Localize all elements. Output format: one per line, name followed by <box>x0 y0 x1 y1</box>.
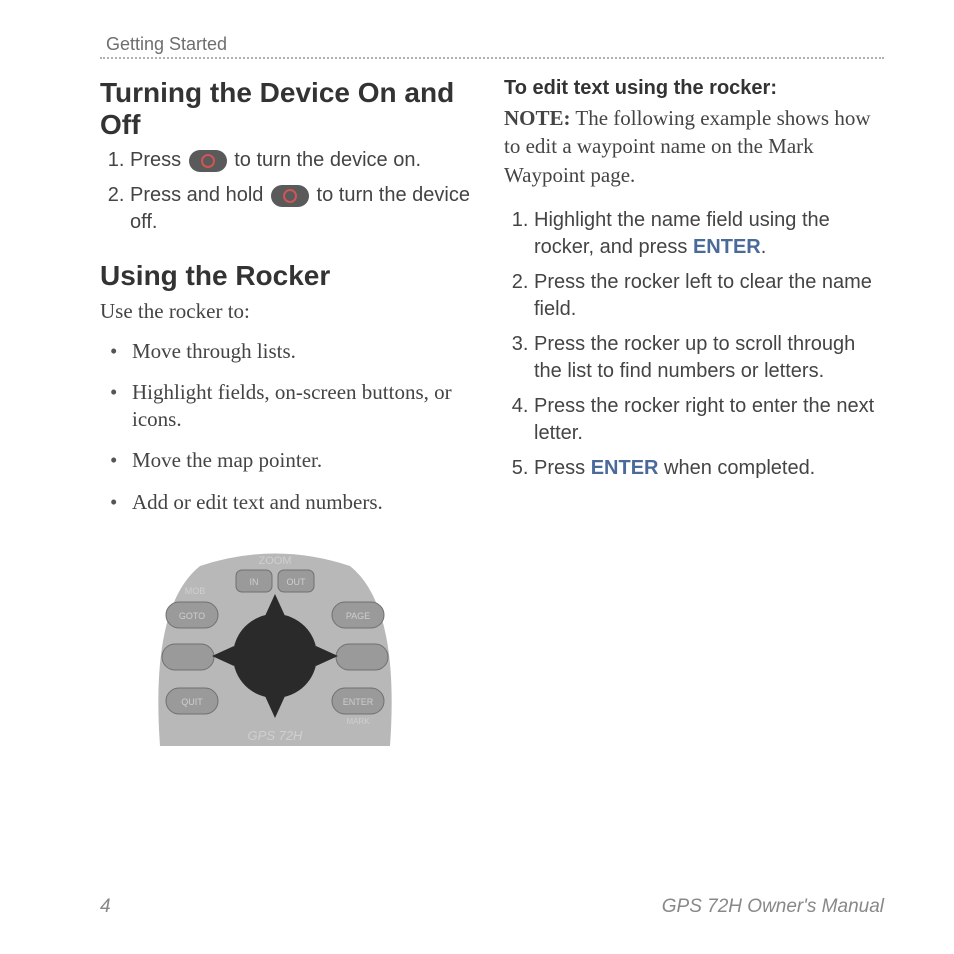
svg-text:MARK: MARK <box>346 717 370 726</box>
step-text: Press the rocker right to enter the next… <box>534 395 874 444</box>
svg-text:MOB: MOB <box>185 586 206 596</box>
list-item: Highlight the name field using the rocke… <box>534 207 884 261</box>
power-steps: Press to turn the device on. Press and h… <box>100 147 480 236</box>
keyword-enter: ENTER <box>693 236 761 258</box>
svg-text:QUIT: QUIT <box>181 697 203 707</box>
power-icon <box>189 150 227 172</box>
heading-using-rocker: Using the Rocker <box>100 260 480 292</box>
page-number: 4 <box>100 896 111 918</box>
list-item: Press ENTER when completed. <box>534 455 884 482</box>
svg-text:PAGE: PAGE <box>346 611 370 621</box>
list-item: Move the map pointer. <box>106 447 480 474</box>
heading-turning-on-off: Turning the Device On and Off <box>100 77 480 141</box>
svg-text:OUT: OUT <box>287 577 307 587</box>
section-header: Getting Started <box>100 34 884 55</box>
svg-text:ZOOM: ZOOM <box>259 555 292 567</box>
step-text: . <box>761 236 767 258</box>
page-footer: 4 GPS 72H Owner's Manual <box>100 896 884 918</box>
keyword-enter: ENTER <box>591 457 659 479</box>
content-columns: Turning the Device On and Off Press to t… <box>100 77 884 746</box>
rocker-figure: ZOOM IN OUT MOB GOTO <box>140 546 410 746</box>
step-text: Press <box>130 149 187 171</box>
list-item: Press the rocker up to scroll through th… <box>534 331 884 385</box>
list-item: Move through lists. <box>106 338 480 365</box>
step-text: Press the rocker up to scroll through th… <box>534 333 855 382</box>
svg-text:ENTER: ENTER <box>343 697 374 707</box>
edit-steps: Highlight the name field using the rocke… <box>504 207 884 482</box>
step-text: Press <box>534 457 591 479</box>
step-text: when completed. <box>658 457 815 479</box>
svg-text:IN: IN <box>250 577 259 587</box>
list-item: Press and hold to turn the device off. <box>130 182 480 236</box>
subheading-edit-text: To edit text using the rocker: <box>504 77 884 100</box>
rocker-intro: Use the rocker to: <box>100 299 480 324</box>
step-text: Highlight the name field using the rocke… <box>534 209 830 258</box>
header-divider <box>100 57 884 59</box>
svg-text:GOTO: GOTO <box>179 611 205 621</box>
step-text: Press and hold <box>130 184 269 206</box>
step-text: Press the rocker left to clear the name … <box>534 271 872 320</box>
left-column: Turning the Device On and Off Press to t… <box>100 77 480 746</box>
list-item: Add or edit text and numbers. <box>106 489 480 516</box>
manual-title: GPS 72H Owner's Manual <box>662 896 884 918</box>
list-item: Press to turn the device on. <box>130 147 480 174</box>
list-item: Press the rocker right to enter the next… <box>534 393 884 447</box>
step-text: to turn the device on. <box>229 149 421 171</box>
right-column: To edit text using the rocker: NOTE: The… <box>504 77 884 746</box>
svg-text:GPS 72H: GPS 72H <box>248 728 304 743</box>
list-item: Highlight fields, on-screen buttons, or … <box>106 379 480 434</box>
power-icon <box>271 185 309 207</box>
rocker-bullets: Move through lists. Highlight fields, on… <box>100 338 480 516</box>
note-label: NOTE: <box>504 106 571 130</box>
list-item: Press the rocker left to clear the name … <box>534 269 884 323</box>
note-paragraph: NOTE: The following example shows how to… <box>504 104 884 189</box>
